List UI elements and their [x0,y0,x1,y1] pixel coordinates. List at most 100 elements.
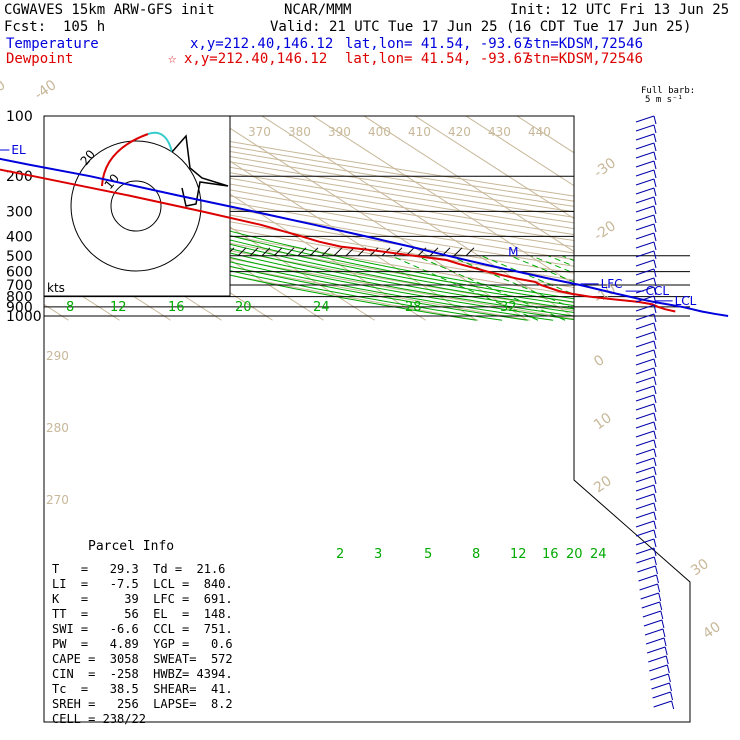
wind-barb [650,673,669,681]
wind-barb [635,349,655,357]
parcel-row: K = 39 LFC = 691. [52,592,233,606]
wind-barb [641,601,660,609]
wind-barb [635,502,655,510]
wind-barb-flag [663,637,667,647]
pressure-label: 1000 [6,309,42,325]
wind-barb [635,277,655,285]
mixing-ratio-label: 12 [510,547,527,562]
wind-barb [635,484,655,492]
theta-label: 400 [368,125,391,139]
wind-barb [635,547,655,555]
level-marker-label: M [508,245,518,259]
wind-barb-flag [653,304,657,314]
temperature-station: stn=KDSM,72546 [525,36,644,52]
hatch-tick [453,247,463,257]
mixing-ratio-label: 24 [590,547,607,562]
wind-barb-flag [653,151,657,161]
wind-barb-flag [661,619,665,629]
mixing-ratio-label: 3 [374,547,382,562]
wind-barb-flag [653,133,657,143]
wind-barb-flag [653,313,657,323]
hodograph-trace-black [171,134,229,207]
wind-barb-flag [653,232,657,242]
model-title: CGWAVES 15km ARW-GFS init [4,2,215,18]
theta-label: 420 [448,125,471,139]
wind-barb [635,475,655,483]
wind-barb-flag [653,394,657,404]
wind-barb [635,403,655,411]
wind-barb-flag [666,664,670,674]
wind-barb-flag [653,412,657,422]
wind-barb-flag [653,466,657,476]
parcel-row: T = 29.3 Td = 21.6 [52,562,226,576]
mixing-ratio-label: 28 [405,300,422,315]
theta-label: 290 [46,349,69,363]
isotherm-label: 10 [591,410,615,433]
wind-barb [635,160,655,168]
wind-barb [635,169,655,177]
hatch-tick [249,247,259,257]
hodograph-units-label: kts [47,281,65,295]
wind-barb-flag [653,502,657,512]
dry-adiabat-line [44,116,690,321]
dewpoint-star-icon: ☆ [168,51,177,67]
wind-barb-flag [653,214,657,224]
moist-adiabat-line [44,171,503,321]
wind-barb [635,529,655,537]
wind-barb [635,394,655,402]
wind-barb-flag [653,511,657,521]
wind-barb [635,187,655,195]
temperature-latlon: lat,lon= 41.54, -93.67 [345,36,531,52]
dry-adiabat-line [44,116,690,321]
wind-barb [635,295,655,303]
dry-adiabat-line [44,116,690,321]
wind-barb-flag [653,529,657,539]
pressure-label: 300 [6,204,33,220]
wind-barb [635,331,655,339]
chart-border [43,115,691,723]
mixing-ratio-label: 24 [313,300,330,315]
init-time: Init: 12 UTC Fri 13 Jun 25 [510,2,730,18]
parcel-row: CIN = -258 HWBZ= 4394. [52,667,233,681]
wind-barb-flag [653,268,657,278]
wind-barb-flag [659,601,663,611]
parcel-row: SWI = -6.6 CCL = 751. [52,622,233,636]
valid-time: Valid: 21 UTC Tue 17 Jun 25 (16 CDT Tue … [270,19,692,35]
level-marker-label: EL [11,143,26,157]
wind-barb [647,646,666,654]
parcel-row: Tc = 38.5 SHEAR= 41. [52,682,233,696]
wind-barb [635,466,655,474]
wind-barb [635,259,655,267]
wind-barb [652,691,671,699]
wind-barb [635,133,655,141]
isotherm-label: -20 [591,218,619,244]
mixing-ratio-label: 8 [66,300,74,315]
wind-barb-flag [653,340,657,350]
theta-label: 380 [288,125,311,139]
wind-barb [636,556,655,564]
wind-barb [635,421,655,429]
wind-barb-flag [653,142,657,152]
wind-barb [643,619,663,627]
hatch-tick [333,247,343,257]
temperature-legend-label: Temperature [6,36,99,52]
hatch-tick [309,247,319,257]
wind-barb [635,124,655,132]
parcel-row: SREH = 256 LAPSE= 8.2 [52,697,233,711]
hodograph-box [43,115,231,297]
wind-barb [635,376,655,384]
dry-adiabat-line [44,116,582,321]
dry-adiabat-line [44,116,690,321]
hatch-tick [285,247,295,257]
wind-barb [635,115,655,123]
dry-adiabat-line [44,116,690,321]
hatch-tick [465,247,475,257]
wind-barb-flag [670,691,674,701]
isotherm-label: 30 [688,556,712,579]
wind-barb [635,232,655,240]
temperature-profile [0,157,729,317]
wind-barb [635,151,655,159]
temperature-xy: x,y=212.40,146.12 [190,36,334,52]
wind-barbs [635,115,675,710]
mixing-ratio-label: 32 [500,300,517,315]
